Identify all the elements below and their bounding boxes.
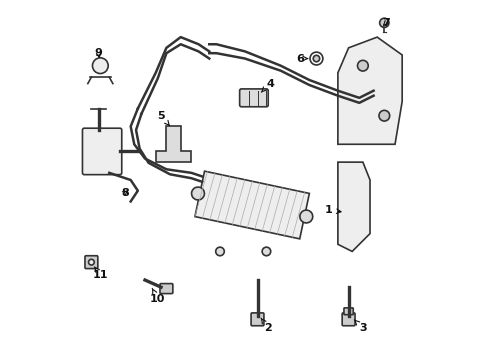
Text: 6: 6	[296, 54, 308, 64]
Polygon shape	[156, 126, 192, 162]
FancyBboxPatch shape	[85, 256, 98, 269]
Text: 7: 7	[382, 18, 390, 28]
Circle shape	[379, 111, 390, 121]
Circle shape	[313, 55, 319, 62]
FancyBboxPatch shape	[195, 171, 309, 239]
Text: 11: 11	[93, 267, 108, 280]
Text: 9: 9	[95, 48, 102, 58]
Circle shape	[192, 187, 204, 200]
Polygon shape	[338, 162, 370, 251]
Circle shape	[380, 18, 389, 27]
Circle shape	[216, 247, 224, 256]
Text: 8: 8	[122, 188, 129, 198]
FancyBboxPatch shape	[342, 313, 355, 326]
Text: 3: 3	[354, 320, 367, 333]
Polygon shape	[338, 37, 402, 144]
Circle shape	[358, 60, 368, 71]
Circle shape	[93, 58, 108, 73]
Circle shape	[262, 247, 270, 256]
Text: 4: 4	[261, 78, 274, 92]
FancyBboxPatch shape	[251, 313, 264, 326]
FancyBboxPatch shape	[160, 284, 173, 294]
Text: 2: 2	[261, 318, 272, 333]
Circle shape	[89, 259, 94, 265]
Text: 5: 5	[157, 111, 170, 126]
Text: 10: 10	[150, 288, 165, 303]
FancyBboxPatch shape	[240, 89, 268, 107]
FancyBboxPatch shape	[344, 308, 353, 315]
Circle shape	[300, 210, 313, 223]
Text: 1: 1	[325, 205, 341, 215]
FancyBboxPatch shape	[82, 128, 122, 175]
